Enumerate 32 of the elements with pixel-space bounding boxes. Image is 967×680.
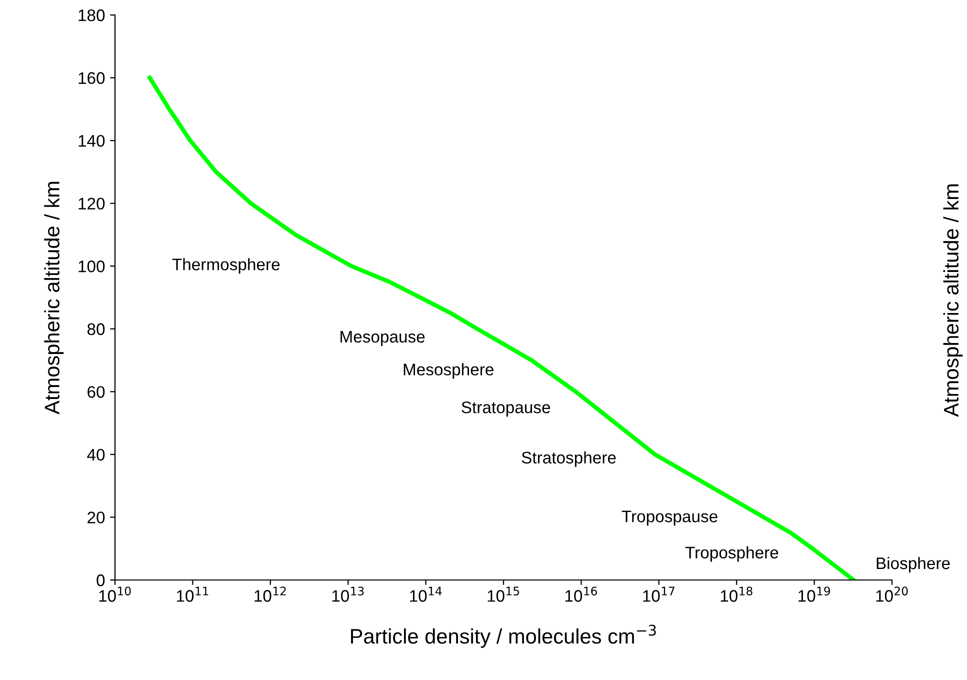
y2-axis-title: Atmospheric altitude / km: [943, 184, 963, 417]
y-tick-label: 140: [78, 134, 105, 147]
y-tick-label: 120: [78, 198, 105, 210]
x-tick-label: 10$^{18}$: [720, 586, 752, 602]
annotation: Mesopause: [340, 331, 425, 346]
annotation: Troposphere: [685, 546, 778, 562]
annotation: Thermosphere: [172, 258, 280, 274]
annotation: Biosphere: [876, 556, 950, 573]
y-tick-label: 100: [78, 260, 105, 272]
x-tick-label: 10$^{10}$: [99, 586, 131, 602]
y-tick-label: 80: [87, 323, 105, 336]
annotation: Mesosphere: [404, 363, 494, 379]
x-tick-label: 10$^{11}$: [176, 586, 208, 602]
x-tick-label: 10$^{19}$: [798, 586, 830, 602]
y-tick-label: 0: [96, 574, 105, 586]
x-tick-label: 10$^{14}$: [410, 586, 442, 602]
annotation: Stratopause: [462, 401, 550, 417]
x-tick-label: 10$^{20}$: [876, 586, 908, 602]
y-tick-label: 40: [87, 448, 105, 461]
x-tick-label: 10$^{17}$: [643, 586, 674, 602]
annotation: Tropospause: [622, 510, 718, 526]
x-tick-label: 10$^{16}$: [565, 586, 598, 602]
y-tick-label: 60: [88, 386, 105, 398]
x-tick-label: 10$^{15}$: [488, 586, 520, 602]
x-tick-label: 10$^{12}$: [254, 586, 286, 602]
x-axis-title: Particle density / molecules cm$^{−3}$: [351, 624, 656, 648]
annotation: Stratosphere: [522, 451, 616, 467]
x-tick-label: 10$^{13}$: [332, 586, 364, 602]
y-axis-title: Atmospheric altitude / km: [44, 182, 64, 414]
y-tick-label: 20: [88, 512, 105, 524]
y-tick-label: 180: [78, 9, 105, 22]
y-tick-label: 160: [78, 72, 105, 84]
